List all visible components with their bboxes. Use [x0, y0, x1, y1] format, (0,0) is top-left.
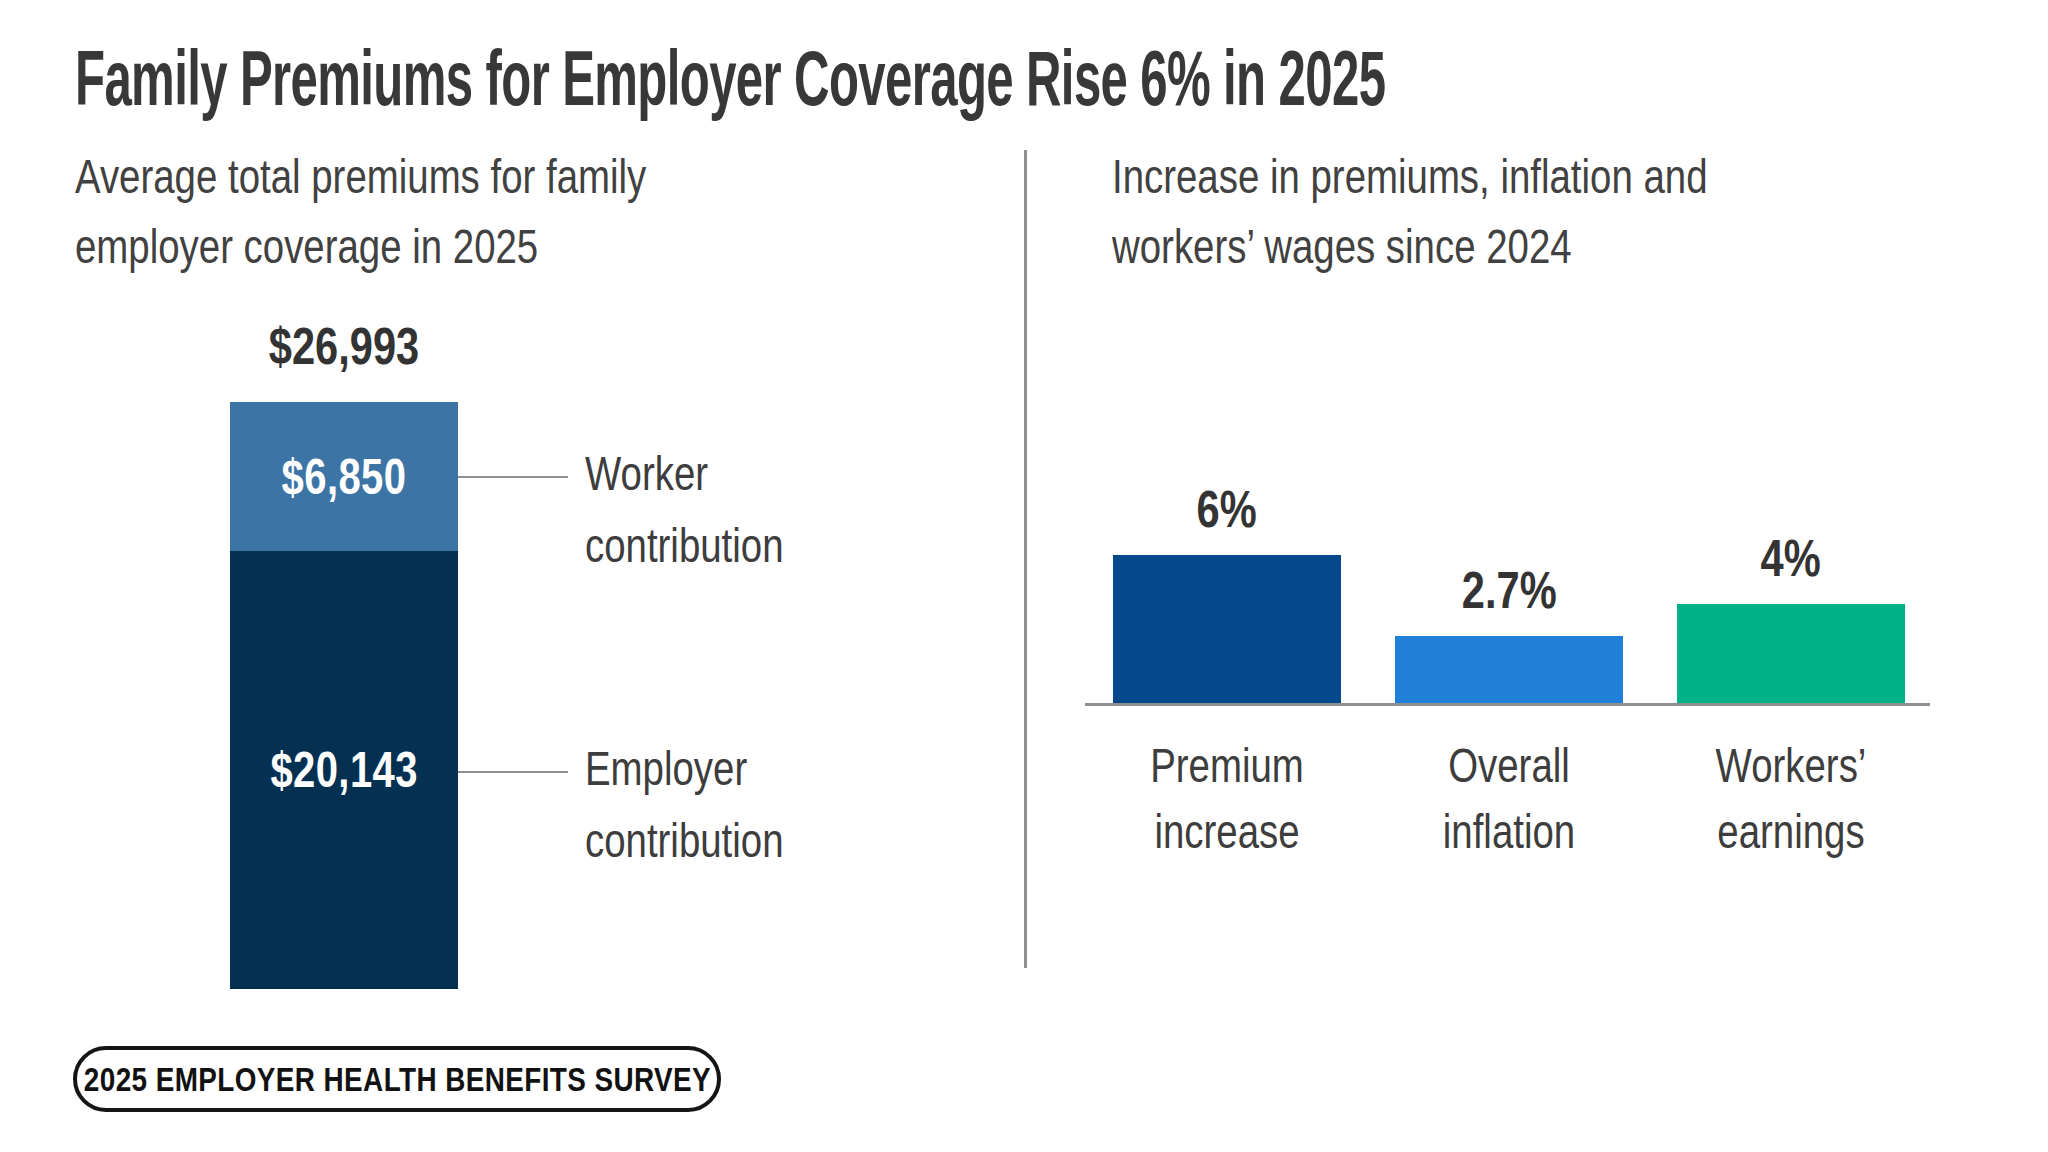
x-axis-baseline [1085, 703, 1930, 706]
overall-inflation-bar-group: 2.7% [1395, 560, 1623, 703]
right-panel-subtitle: Increase in premiums, inflation and work… [1112, 142, 1736, 282]
page-title: Family Premiums for Employer Coverage Ri… [75, 36, 1385, 122]
panel-divider [1024, 150, 1027, 968]
total-premium-label: $26,993 [230, 316, 458, 376]
workers-earnings-bar [1677, 604, 1905, 703]
workers-earnings-bar-group: 4% [1677, 528, 1905, 703]
worker-contribution-segment: $6,850 [230, 402, 458, 551]
employer-contribution-label: Employer contribution [585, 733, 849, 877]
worker-connector-line [458, 476, 568, 478]
workers-earnings-category-label: Workers’ earnings [1659, 733, 1923, 865]
overall-inflation-bar [1395, 636, 1623, 703]
infographic-canvas: Family Premiums for Employer Coverage Ri… [0, 0, 2048, 1152]
employer-connector-line [458, 771, 568, 773]
premium-increase-bar [1113, 555, 1341, 703]
workers-earnings-value: 4% [1753, 528, 1828, 588]
worker-contribution-value: $6,850 [282, 448, 407, 506]
total-premium-value: $26,993 [269, 316, 419, 376]
employer-contribution-segment: $20,143 [230, 551, 458, 989]
premium-increase-category-label: Premium increase [1095, 733, 1359, 865]
survey-badge-label: 2025 EMPLOYER HEALTH BENEFITS SURVEY [83, 1060, 710, 1099]
survey-badge: 2025 EMPLOYER HEALTH BENEFITS SURVEY [73, 1046, 721, 1112]
overall-inflation-value: 2.7% [1450, 560, 1569, 620]
left-panel-subtitle: Average total premiums for family employ… [75, 142, 723, 282]
premium-increase-value: 6% [1189, 479, 1264, 539]
worker-contribution-label: Worker contribution [585, 438, 849, 582]
premium-increase-bar-group: 6% [1113, 479, 1341, 703]
overall-inflation-category-label: Overall inflation [1377, 733, 1641, 865]
stacked-bar: $6,850 $20,143 [230, 402, 458, 989]
employer-contribution-value: $20,143 [270, 741, 417, 799]
